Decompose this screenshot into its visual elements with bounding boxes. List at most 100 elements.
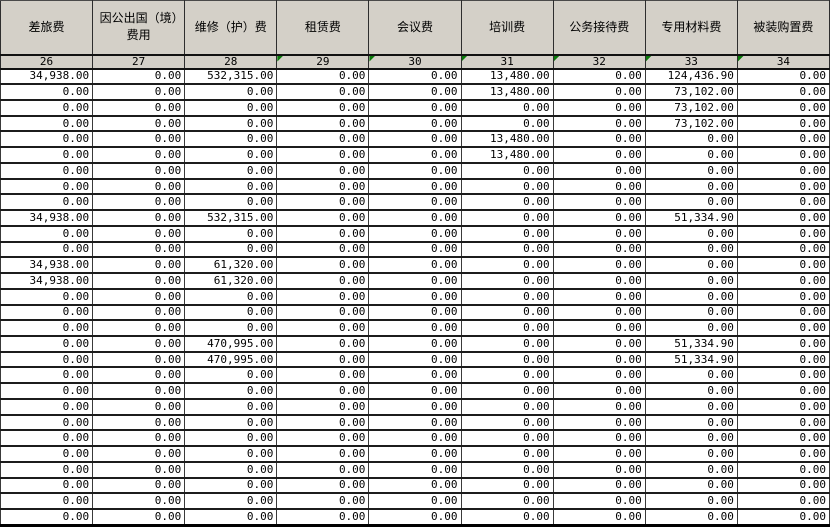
column-header-number-34[interactable]: 34 [736,54,830,70]
cell[interactable]: 0.00 [92,147,186,164]
cell[interactable]: 0.00 [92,461,186,479]
cell[interactable]: 0.00 [552,194,646,212]
cell[interactable]: 0.00 [92,178,186,196]
cell[interactable]: 0.00 [276,335,370,353]
cell[interactable]: 0.00 [552,477,646,495]
cell[interactable]: 34,938.00 [0,210,94,227]
cell[interactable]: 0.00 [736,320,830,337]
cell[interactable]: 0.00 [736,446,830,463]
column-header-number-27[interactable]: 27 [92,54,186,70]
cell[interactable]: 0.00 [0,493,94,511]
cell[interactable]: 0.00 [368,446,462,463]
cell[interactable]: 0.00 [0,84,94,101]
cell[interactable]: 0.00 [92,162,186,180]
cell[interactable]: 532,315.00 [184,210,278,227]
cell[interactable]: 0.00 [644,147,738,164]
cell[interactable]: 0.00 [92,304,186,322]
cell[interactable]: 13,480.00 [460,84,554,101]
cell[interactable]: 0.00 [552,225,646,243]
cell[interactable]: 0.00 [552,509,646,527]
cell[interactable]: 0.00 [276,446,370,463]
cell[interactable]: 0.00 [184,225,278,243]
cell[interactable]: 0.00 [276,99,370,117]
cell[interactable]: 0.00 [460,304,554,322]
cell[interactable]: 0.00 [368,194,462,212]
cell[interactable]: 0.00 [0,430,94,448]
cell[interactable]: 0.00 [644,241,738,259]
cell[interactable]: 0.00 [368,383,462,400]
cell[interactable]: 0.00 [460,241,554,259]
cell[interactable]: 0.00 [0,461,94,479]
cell[interactable]: 0.00 [276,131,370,149]
cell[interactable]: 0.00 [460,477,554,495]
cell[interactable]: 0.00 [736,304,830,322]
cell[interactable]: 0.00 [368,115,462,133]
cell[interactable]: 0.00 [460,273,554,290]
cell[interactable]: 0.00 [552,131,646,149]
cell[interactable]: 0.00 [0,383,94,400]
cell[interactable]: 61,320.00 [184,273,278,290]
cell[interactable]: 0.00 [368,288,462,306]
cell[interactable]: 0.00 [460,99,554,117]
cell[interactable]: 0.00 [736,147,830,164]
cell[interactable]: 0.00 [368,99,462,117]
cell[interactable]: 0.00 [460,461,554,479]
cell[interactable]: 0.00 [0,509,94,527]
cell[interactable]: 73,102.00 [644,99,738,117]
cell[interactable]: 470,995.00 [184,351,278,369]
cell[interactable]: 0.00 [736,430,830,448]
cell[interactable]: 61,320.00 [184,257,278,275]
column-header-label-30[interactable]: 会议费 [368,0,462,56]
cell[interactable]: 0.00 [736,131,830,149]
cell[interactable]: 0.00 [276,210,370,227]
cell[interactable]: 0.00 [460,509,554,527]
cell[interactable]: 0.00 [92,383,186,400]
cell[interactable]: 0.00 [644,446,738,463]
cell[interactable]: 0.00 [368,147,462,164]
cell[interactable]: 0.00 [460,178,554,196]
cell[interactable]: 0.00 [276,398,370,416]
cell[interactable]: 0.00 [92,210,186,227]
cell[interactable]: 0.00 [92,257,186,275]
cell[interactable]: 0.00 [0,367,94,385]
cell[interactable]: 0.00 [736,194,830,212]
cell[interactable]: 0.00 [0,225,94,243]
cell[interactable]: 0.00 [92,84,186,101]
cell[interactable]: 0.00 [368,273,462,290]
cell[interactable]: 0.00 [184,84,278,101]
cell[interactable]: 0.00 [736,383,830,400]
cell[interactable]: 0.00 [552,398,646,416]
cell[interactable]: 0.00 [552,210,646,227]
cell[interactable]: 0.00 [644,430,738,448]
cell[interactable]: 0.00 [0,241,94,259]
cell[interactable]: 0.00 [552,367,646,385]
cell[interactable]: 0.00 [276,430,370,448]
cell[interactable]: 0.00 [644,273,738,290]
cell[interactable]: 0.00 [92,320,186,337]
cell[interactable]: 0.00 [736,288,830,306]
cell[interactable]: 0.00 [552,99,646,117]
column-header-label-29[interactable]: 租赁费 [276,0,370,56]
cell[interactable]: 34,938.00 [0,68,94,86]
cell[interactable]: 13,480.00 [460,131,554,149]
cell[interactable]: 0.00 [644,398,738,416]
cell[interactable]: 51,334.90 [644,351,738,369]
cell[interactable]: 0.00 [644,461,738,479]
cell[interactable]: 0.00 [184,115,278,133]
cell[interactable]: 0.00 [736,115,830,133]
cell[interactable]: 0.00 [276,273,370,290]
cell[interactable]: 0.00 [184,509,278,527]
column-header-label-33[interactable]: 专用材料费 [644,0,738,56]
cell[interactable]: 0.00 [460,210,554,227]
cell[interactable]: 0.00 [552,414,646,432]
cell[interactable]: 0.00 [552,446,646,463]
cell[interactable]: 532,315.00 [184,68,278,86]
cell[interactable]: 0.00 [644,162,738,180]
cell[interactable]: 0.00 [736,461,830,479]
cell[interactable]: 0.00 [276,178,370,196]
cell[interactable]: 0.00 [644,493,738,511]
cell[interactable]: 13,480.00 [460,68,554,86]
cell[interactable]: 0.00 [552,461,646,479]
cell[interactable]: 0.00 [0,178,94,196]
cell[interactable]: 0.00 [92,351,186,369]
